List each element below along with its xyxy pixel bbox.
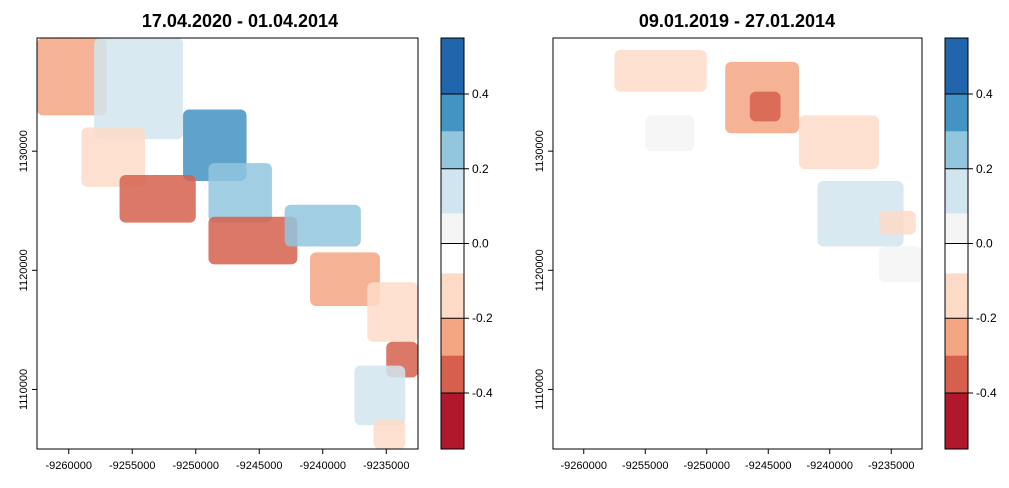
colorbar-bin bbox=[441, 392, 464, 449]
colorbar-bin bbox=[945, 131, 968, 169]
colorbar-bin bbox=[945, 94, 968, 132]
x-tick-label: -9235000 bbox=[868, 460, 915, 472]
colorbar-bin bbox=[945, 318, 968, 356]
colorbar-bin bbox=[945, 392, 968, 449]
x-tick-label: -9240000 bbox=[807, 460, 854, 472]
colorbar-tick-label: 0.2 bbox=[976, 162, 993, 176]
y-tick-label: 1110000 bbox=[18, 369, 30, 410]
colorbar-bin bbox=[441, 273, 464, 319]
y-tick-label: 1120000 bbox=[18, 249, 30, 291]
x-tick-label: -9260000 bbox=[561, 460, 608, 472]
colorbar-bin bbox=[441, 213, 464, 244]
colorbar-bin bbox=[441, 131, 464, 169]
colorbar-tick-label: -0.4 bbox=[976, 386, 997, 400]
panel-2-y-axis: 1110000 1120000 1130000 bbox=[534, 130, 553, 410]
raster-patch bbox=[799, 115, 879, 170]
colorbar-tick-label: 0.0 bbox=[472, 237, 489, 251]
raster-patch bbox=[614, 49, 707, 92]
x-tick-label: -9245000 bbox=[745, 460, 792, 472]
colorbar-tick-label: 0.4 bbox=[976, 87, 993, 101]
x-tick-label: -9260000 bbox=[46, 460, 93, 472]
raster-patch bbox=[373, 419, 406, 449]
raster-patch bbox=[208, 216, 298, 265]
raster-patch bbox=[749, 91, 781, 122]
colorbar-bin bbox=[441, 94, 464, 132]
colorbar-bin bbox=[441, 243, 464, 274]
x-tick-label: -9255000 bbox=[109, 460, 156, 472]
raster-patch bbox=[94, 38, 184, 140]
raster-patch bbox=[367, 282, 418, 342]
y-tick-label: 1120000 bbox=[534, 249, 546, 291]
colorbar-tick-label: 0.2 bbox=[472, 162, 489, 176]
panel-1-title: 17.04.2020 - 01.04.2014 bbox=[142, 11, 338, 31]
x-tick-label: -9235000 bbox=[363, 460, 410, 472]
panel-1-plot-frame bbox=[36, 37, 419, 450]
raster-patch bbox=[354, 365, 406, 426]
colorbar-bin bbox=[945, 355, 968, 393]
y-tick-label: 1110000 bbox=[534, 369, 546, 410]
colorbar-bin bbox=[945, 168, 968, 214]
raster-patch bbox=[37, 38, 107, 116]
y-tick-label: 1130000 bbox=[534, 130, 546, 172]
colorbar-tick-label: -0.4 bbox=[472, 386, 493, 400]
colorbar-bin bbox=[945, 213, 968, 244]
colorbar-bin bbox=[945, 243, 968, 274]
colorbar-tick-label: 0.4 bbox=[472, 87, 489, 101]
panel-1: 17.04.2020 - 01.04.2014 -9260000 -9255000… bbox=[18, 11, 493, 472]
raster-patch bbox=[310, 252, 380, 307]
raster-patch bbox=[208, 163, 272, 223]
y-tick-label: 1130000 bbox=[18, 130, 30, 172]
panel-2-x-axis: -9260000 -9255000 -9250000 -9245000 -9240000… bbox=[561, 449, 915, 472]
panel-2: 09.01.2019 - 27.01.2014 -9260000 -9255000… bbox=[534, 11, 997, 472]
panel-1-y-axis: 1110000 1120000 1130000 bbox=[18, 130, 37, 410]
colorbar-bin bbox=[441, 318, 464, 356]
x-tick-label: -9240000 bbox=[300, 460, 347, 472]
raster-patch bbox=[645, 115, 695, 152]
raster-patch bbox=[81, 127, 145, 187]
colorbar-bin bbox=[441, 355, 464, 393]
colorbar-tick-label: -0.2 bbox=[472, 311, 493, 325]
panel-2-title: 09.01.2019 - 27.01.2014 bbox=[639, 11, 835, 31]
x-tick-label: -9250000 bbox=[684, 460, 731, 472]
x-tick-label: -9245000 bbox=[236, 460, 283, 472]
colorbar-tick-label: -0.2 bbox=[976, 311, 997, 325]
raster-patch bbox=[119, 175, 196, 223]
colorbar-bin bbox=[945, 38, 968, 95]
panel-2-colorbar: 0.4 0.2 0.0 -0.2 -0.4 bbox=[944, 37, 997, 450]
colorbar-bin bbox=[945, 273, 968, 319]
colorbar-bin bbox=[441, 168, 464, 214]
colorbar-tick-label: 0.0 bbox=[976, 237, 993, 251]
panel-2-raster bbox=[614, 49, 922, 283]
panel-1-raster bbox=[37, 38, 418, 449]
colorbar-bin bbox=[441, 38, 464, 95]
panel-1-x-axis: -9260000 -9255000 -9250000 -9245000 -9240000… bbox=[46, 449, 410, 472]
panel-1-colorbar: 0.4 0.2 0.0 -0.2 -0.4 bbox=[440, 37, 493, 450]
x-tick-label: -9255000 bbox=[622, 460, 669, 472]
panel-2-plot-frame bbox=[552, 37, 923, 450]
x-tick-label: -9250000 bbox=[173, 460, 220, 472]
raster-patch bbox=[284, 204, 361, 247]
raster-patch bbox=[878, 246, 922, 283]
raster-patch bbox=[878, 210, 916, 235]
